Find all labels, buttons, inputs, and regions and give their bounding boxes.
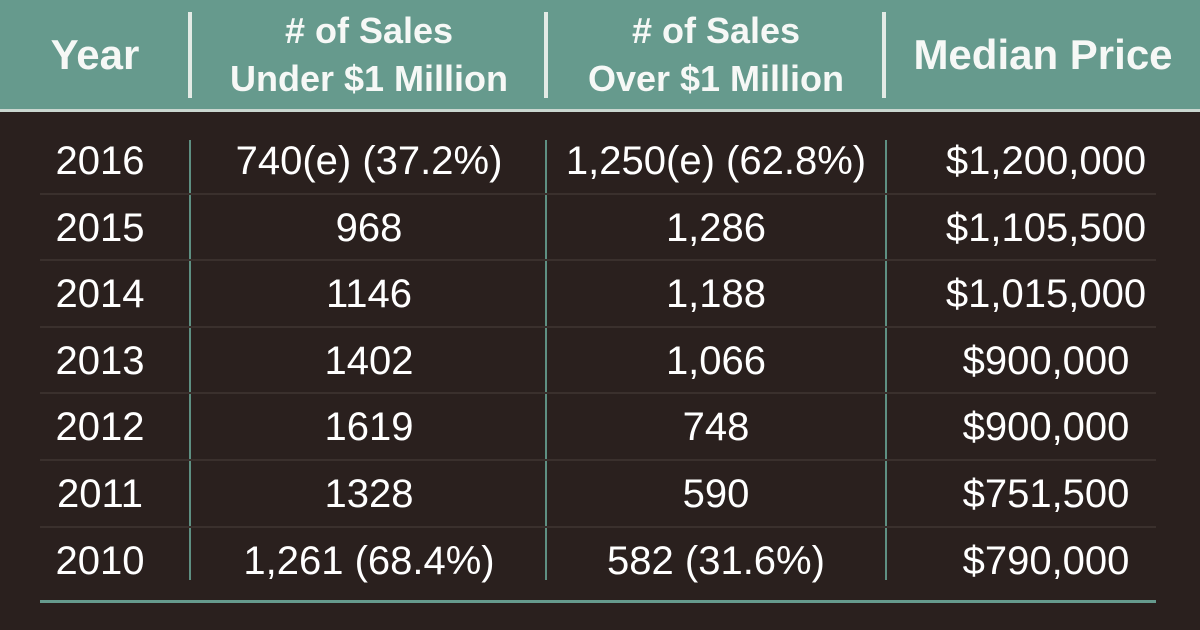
cell-median-price: $1,200,000 bbox=[945, 139, 1147, 183]
cell-sales-over: 1,250(e) (62.8%) bbox=[565, 139, 867, 183]
cell-year: 2014 bbox=[55, 272, 145, 317]
row-divider bbox=[40, 392, 1156, 395]
header-year-label: Year bbox=[50, 30, 140, 78]
cell-year: 2015 bbox=[55, 205, 145, 250]
cell-sales-under: 1,261 (68.4%) bbox=[243, 538, 495, 583]
cell-year: 2013 bbox=[55, 338, 145, 383]
cell-median-price: $751,500 bbox=[962, 471, 1130, 516]
column-divider bbox=[885, 140, 887, 580]
cell-sales-over: 1,188 bbox=[665, 272, 767, 317]
header-sales-over-line2: Over $1 Million bbox=[587, 57, 845, 99]
table-bottom-rule bbox=[40, 600, 1156, 603]
table-row: 2012 1619 748 $900,000 bbox=[0, 394, 1200, 461]
cell-median-price: $1,015,000 bbox=[945, 272, 1147, 317]
cell-year: 2016 bbox=[55, 139, 145, 183]
cell-sales-over: 1,286 bbox=[665, 205, 767, 250]
cell-sales-over: 582 (31.6%) bbox=[607, 538, 825, 583]
table-row: 2015 968 1,286 $1,105,500 bbox=[0, 195, 1200, 262]
row-divider bbox=[40, 259, 1156, 262]
cell-year: 2011 bbox=[56, 471, 143, 516]
cell-sales-over: 748 bbox=[682, 405, 750, 450]
header-sales-over-line1: # of Sales bbox=[631, 9, 801, 51]
header-median-price: Median Price bbox=[886, 0, 1200, 109]
row-divider bbox=[40, 192, 1156, 195]
cell-sales-under: 1146 bbox=[325, 272, 412, 317]
cell-sales-under: 968 bbox=[335, 205, 403, 250]
cell-median-price: $790,000 bbox=[962, 538, 1130, 583]
table-body: 2016 740(e) (37.2%) 1,250(e) (62.8%) $1,… bbox=[0, 128, 1200, 594]
header-sales-under-line1: # of Sales bbox=[284, 9, 454, 51]
cell-sales-under: 740(e) (37.2%) bbox=[235, 139, 503, 183]
cell-year: 2012 bbox=[55, 405, 145, 450]
header-separator bbox=[188, 12, 192, 98]
table-row: 2011 1328 590 $751,500 bbox=[0, 461, 1200, 528]
header-separator bbox=[882, 12, 886, 98]
cell-sales-over: 590 bbox=[682, 471, 750, 516]
table-row: 2013 1402 1,066 $900,000 bbox=[0, 328, 1200, 395]
cell-year: 2010 bbox=[55, 538, 145, 583]
column-divider bbox=[545, 140, 547, 580]
header-year: Year bbox=[0, 0, 190, 109]
header-sales-over: # of Sales Over $1 Million bbox=[548, 0, 884, 109]
row-divider bbox=[40, 525, 1156, 528]
header-median-price-label: Median Price bbox=[913, 30, 1173, 78]
cell-sales-under: 1402 bbox=[324, 338, 414, 383]
cell-median-price: $1,105,500 bbox=[945, 205, 1147, 250]
column-divider bbox=[189, 140, 191, 580]
cell-median-price: $900,000 bbox=[962, 405, 1130, 450]
table-row: 2010 1,261 (68.4%) 582 (31.6%) $790,000 bbox=[0, 528, 1200, 595]
cell-sales-over: 1,066 bbox=[665, 338, 767, 383]
row-divider bbox=[40, 325, 1156, 328]
row-divider bbox=[40, 458, 1156, 461]
cell-sales-under: 1619 bbox=[324, 405, 414, 450]
cell-sales-under: 1328 bbox=[324, 471, 414, 516]
table-row: 2016 740(e) (37.2%) 1,250(e) (62.8%) $1,… bbox=[0, 128, 1200, 195]
table-header: Year # of Sales Under $1 Million # of Sa… bbox=[0, 0, 1200, 112]
header-sales-under: # of Sales Under $1 Million bbox=[192, 0, 546, 109]
table-row: 2014 1146 1,188 $1,015,000 bbox=[0, 261, 1200, 328]
header-separator bbox=[544, 12, 548, 98]
cell-median-price: $900,000 bbox=[962, 338, 1130, 383]
header-sales-under-line2: Under $1 Million bbox=[229, 57, 509, 99]
